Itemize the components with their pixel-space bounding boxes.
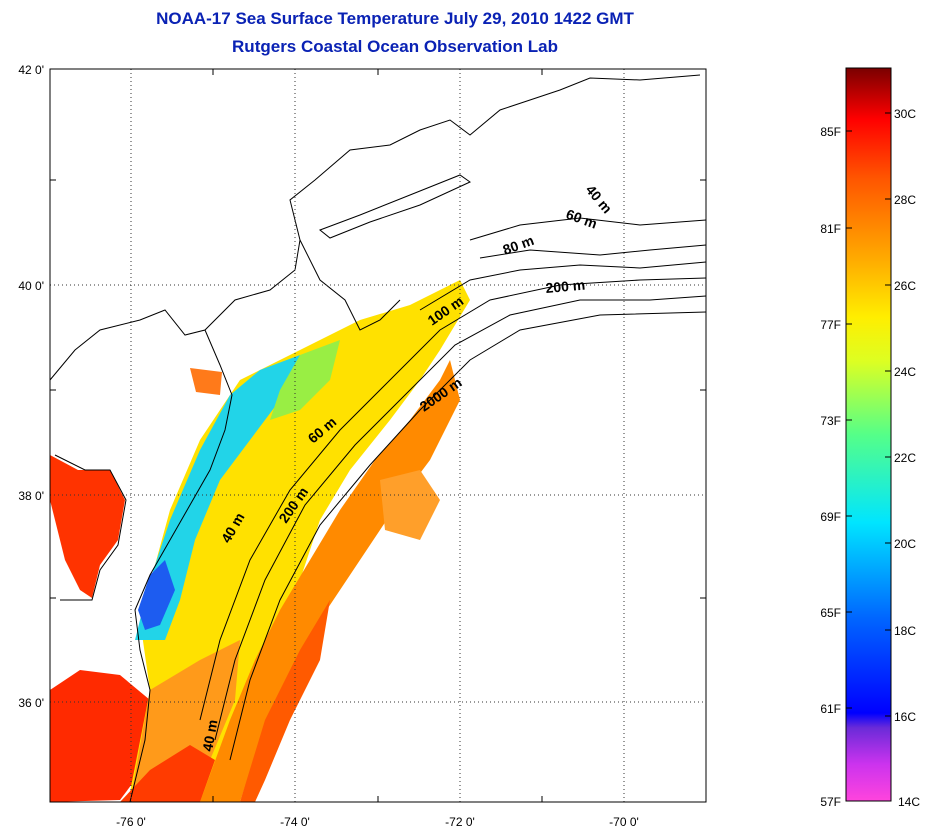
- delaware-bay-sst: [190, 368, 222, 395]
- lat-label: 38 0': [18, 489, 44, 503]
- graticule: [50, 69, 706, 802]
- lat-label: 36 0': [18, 696, 44, 710]
- long-island: [319, 174, 472, 239]
- colorbar-f-label: 69F: [820, 510, 841, 524]
- isobaths: [199, 217, 707, 761]
- lon-label: -70 0': [609, 815, 639, 829]
- colorbar-c-label: 28C: [894, 193, 916, 207]
- colorbar-c-label: 24C: [894, 365, 916, 379]
- colorbar-c-label: 14C: [898, 795, 920, 809]
- sst-image: [50, 280, 470, 802]
- pamlico-sound-sst: [50, 670, 150, 802]
- isobath-label: 60 m: [564, 206, 599, 232]
- isobath-label: 40 m: [199, 718, 220, 752]
- offshore-patch: [380, 470, 440, 540]
- colorbar-c-label: 16C: [894, 710, 916, 724]
- colorbar-ticks: [846, 112, 891, 717]
- colorbar-c-label: 20C: [894, 537, 916, 551]
- red-south-patch: [120, 745, 215, 802]
- colorbar-f-label: 73F: [820, 414, 841, 428]
- cool-nearshore-band: [135, 355, 300, 640]
- green-transition: [270, 340, 340, 420]
- lat-label: 40 0': [18, 279, 44, 293]
- offshore-warm-band: [200, 360, 460, 802]
- isobath-label: 40 m: [583, 182, 616, 217]
- colorbar-f-label: 85F: [820, 125, 841, 139]
- chesapeake-bay-sst: [50, 455, 125, 598]
- colorbar-c-label: 22C: [894, 451, 916, 465]
- coastline: [49, 74, 701, 803]
- colorbar-f-label: 61F: [820, 702, 841, 716]
- colorbar: [845, 67, 892, 802]
- lat-label: 42 0': [18, 63, 44, 77]
- colorbar-c-label: 18C: [894, 624, 916, 638]
- colorbar-c-label: 30C: [894, 107, 916, 121]
- colorbar-f-label: 81F: [820, 222, 841, 236]
- lon-label: -76 0': [116, 815, 146, 829]
- isobath-label: 200 m: [545, 277, 586, 296]
- chesapeake-outline: [54, 454, 127, 601]
- frame-ticks: [50, 69, 706, 802]
- map-title: NOAA-17 Sea Surface Temperature July 29,…: [156, 9, 634, 28]
- map-frame: [49, 68, 707, 803]
- lon-label: -72 0': [445, 815, 475, 829]
- colorbar-f-label: 65F: [820, 606, 841, 620]
- colorbar-f-label: 57F: [820, 795, 841, 809]
- colorbar-c-label: 26C: [894, 279, 916, 293]
- gulf-stream-edge: [240, 600, 330, 802]
- map-subtitle: Rutgers Coastal Ocean Observation Lab: [232, 37, 558, 56]
- orange-south-patch: [130, 640, 240, 802]
- lon-label: -74 0': [280, 815, 310, 829]
- isobath-label: 80 m: [501, 232, 536, 258]
- cold-core-patch: [138, 560, 175, 630]
- colorbar-f-label: 77F: [820, 318, 841, 332]
